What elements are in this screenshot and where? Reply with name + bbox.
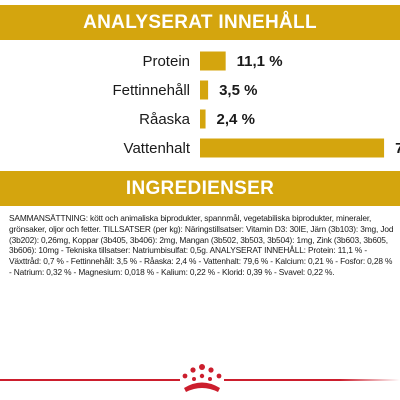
value-label: 2,4 % (217, 111, 255, 128)
bar (200, 138, 385, 158)
value-label: 3,5 % (219, 82, 257, 99)
category-label: Fettinnehåll (112, 82, 190, 99)
category-label: Vattenhalt (124, 140, 191, 157)
logo-line-left (0, 379, 180, 381)
category-label: Protein (142, 53, 190, 70)
ingredients-text: SAMMANSÄTTNING: kött och animaliska bipr… (9, 213, 394, 277)
analysis-chart: Protein 11,1 % Fettinnehåll 3,5 % Råaska 2,4 … (112, 51, 400, 158)
value-label: 79,6 % (395, 140, 400, 157)
bar (200, 80, 209, 100)
royal-canin-crown-icon (182, 364, 222, 392)
value-label: 11,1 % (237, 53, 283, 70)
bar (200, 51, 226, 71)
analysis-title: ANALYSERAT INNEHÅLL (83, 11, 317, 33)
bar (200, 109, 206, 129)
logo-line-right (224, 379, 400, 381)
category-label: Råaska (139, 111, 191, 128)
ingredients-header: INGREDIENSER (0, 171, 400, 206)
logo-row (0, 362, 400, 396)
ingredients-title: INGREDIENSER (125, 177, 275, 199)
logo-line-fade (340, 379, 400, 381)
analysis-header: ANALYSERAT INNEHÅLL (0, 5, 400, 40)
